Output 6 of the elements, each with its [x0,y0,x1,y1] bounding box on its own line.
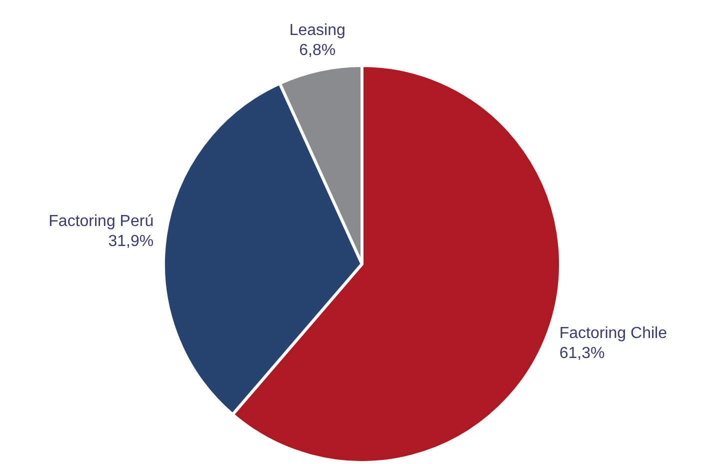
data-label: 61,3% [559,344,605,362]
slice-label: Factoring Chile [559,324,668,342]
slice-label: Factoring Perú [48,213,154,230]
slice-label: Leasing [289,22,346,40]
data-label: 31,9% [108,233,154,250]
data-label: 6,8% [299,42,336,60]
